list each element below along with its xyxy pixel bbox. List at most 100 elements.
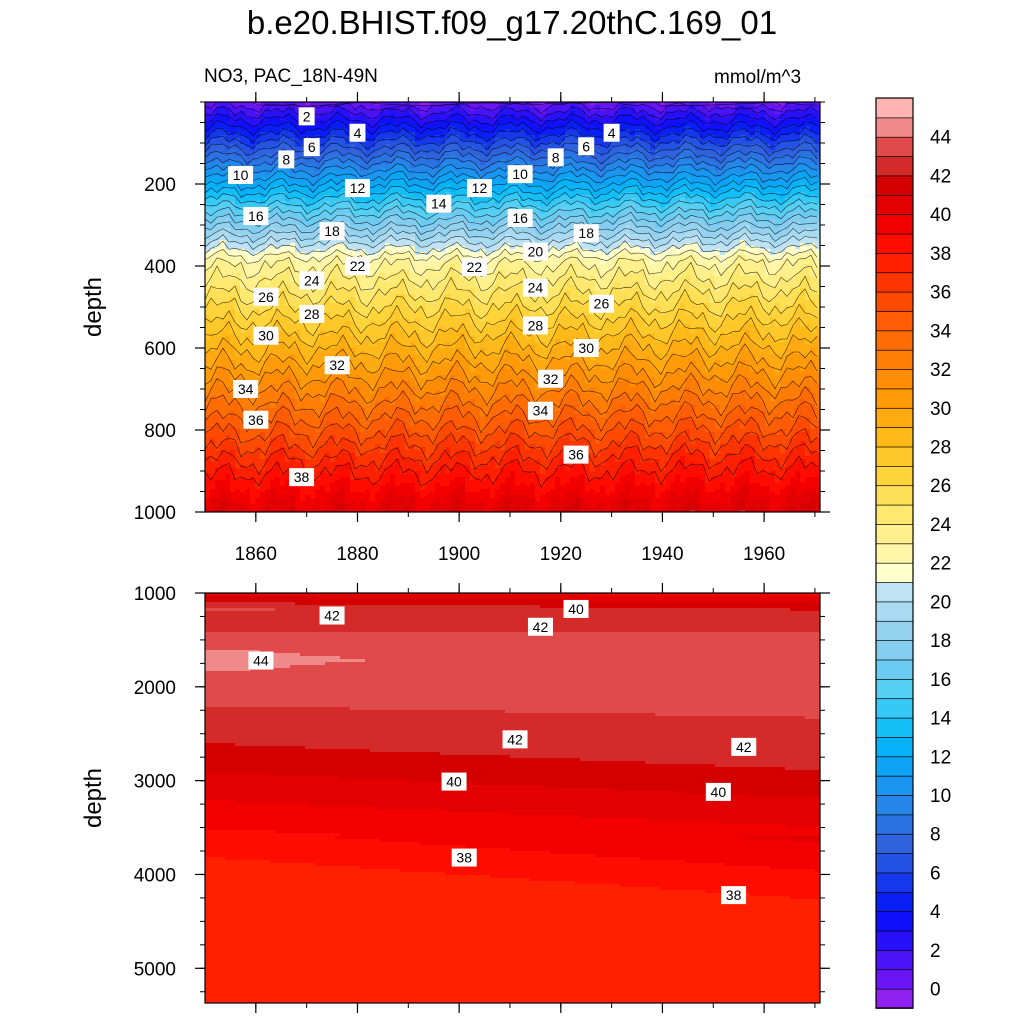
colorbar-tick-label: 28 — [930, 438, 951, 459]
colorbar-swatch — [875, 659, 914, 680]
colorbar-tick-label: 42 — [930, 166, 951, 187]
colorbar-swatch — [875, 639, 914, 661]
colorbar-swatch — [875, 252, 914, 274]
colorbar-swatch — [875, 988, 914, 1009]
lower-y-tick-label: 4000 — [134, 865, 176, 886]
x-tick-label: 1940 — [641, 544, 683, 565]
contour-label: 26 — [253, 287, 279, 306]
colorbar-swatch — [875, 407, 914, 428]
colorbar-swatch — [875, 484, 914, 506]
colorbar-swatch — [875, 678, 914, 700]
colorbar-swatch — [875, 291, 914, 312]
contour-label: 10 — [507, 165, 533, 184]
contour-label: 24 — [522, 278, 548, 297]
colorbar-swatch — [875, 717, 914, 738]
colorbar-swatch — [875, 620, 914, 641]
colorbar-swatch — [875, 891, 914, 913]
contour-label: 40 — [705, 782, 731, 801]
contour-label: 32 — [538, 369, 564, 388]
colorbar-swatch — [875, 310, 914, 332]
colorbar-tick-label: 12 — [930, 747, 951, 768]
x-tick-label: 1880 — [336, 544, 378, 565]
colorbar-swatch — [875, 388, 914, 409]
colorbar-tick-label: 4 — [930, 902, 941, 923]
colorbar-swatch — [875, 136, 914, 157]
contour-label: 42 — [319, 606, 345, 625]
contour-label: 8 — [547, 148, 564, 167]
contour-label: 6 — [303, 138, 320, 157]
colorbar-swatch — [875, 97, 914, 119]
colorbar-tick-label: 14 — [930, 709, 952, 730]
contour-label: 4 — [603, 123, 620, 142]
contour-label: 18 — [573, 224, 599, 243]
colorbar-tick-label: 24 — [930, 515, 952, 536]
colorbar-swatch — [875, 872, 914, 893]
contour-label: 20 — [522, 242, 548, 261]
colorbar-tick-label: 2 — [930, 941, 941, 962]
colorbar-swatch — [875, 349, 914, 370]
colorbar-swatch — [875, 117, 914, 138]
colorbar-swatch — [875, 833, 914, 854]
colorbar-swatch — [875, 271, 914, 293]
colorbar-swatch — [875, 910, 914, 932]
colorbar-tick-label: 44 — [930, 128, 952, 149]
contour-label: 24 — [299, 271, 325, 290]
upper-y-axis-label: depth — [80, 277, 107, 337]
lower-y-tick-label: 2000 — [134, 678, 176, 699]
contour-label: 38 — [451, 848, 477, 867]
colorbar-swatch — [875, 155, 914, 177]
colorbar-swatch — [875, 562, 914, 583]
colorbar-swatch — [875, 601, 914, 622]
colorbar-swatch — [875, 697, 914, 719]
x-tick-label: 1860 — [235, 544, 277, 565]
contour-label: 18 — [319, 222, 345, 241]
upper-y-tick-label: 200 — [144, 175, 176, 196]
colorbar-swatch — [875, 175, 914, 196]
contour-label: 2 — [298, 107, 315, 126]
colorbar-tick-label: 30 — [930, 399, 951, 420]
colorbar-swatch — [875, 930, 914, 951]
colorbar-swatch — [875, 233, 914, 254]
contour-label: 42 — [527, 617, 553, 636]
contour-label: 40 — [441, 772, 467, 791]
colorbar-swatch — [875, 542, 914, 564]
colorbar-swatch — [875, 465, 914, 487]
colorbar-tick-label: 6 — [930, 863, 941, 884]
contour-label: 36 — [563, 445, 589, 464]
colorbar-swatch — [875, 368, 914, 390]
colorbar-swatch — [875, 523, 914, 545]
colorbar: 0246810121416182022242628303234363840424… — [875, 97, 952, 1009]
lower-y-tick-label: 1000 — [134, 584, 176, 605]
contour-label: 12 — [466, 179, 492, 198]
contour-label: 6 — [578, 137, 595, 156]
lower-y-tick-label: 5000 — [134, 959, 176, 980]
contour-label: 42 — [502, 730, 528, 749]
colorbar-swatch — [875, 736, 914, 758]
contour-label: 16 — [507, 209, 533, 228]
colorbar-tick-label: 0 — [930, 980, 941, 1001]
contour-label: 42 — [731, 737, 757, 756]
colorbar-swatch — [875, 775, 914, 796]
upper-y-tick-label: 600 — [144, 339, 176, 360]
colorbar-tick-label: 38 — [930, 244, 951, 265]
contour-label: 38 — [289, 468, 315, 487]
colorbar-swatch — [875, 329, 914, 351]
lower-y-axis-label: depth — [80, 768, 107, 828]
colorbar-tick-label: 36 — [930, 283, 951, 304]
x-tick-label: 1920 — [540, 544, 582, 565]
colorbar-tick-label: 18 — [930, 631, 951, 652]
colorbar-swatch — [875, 213, 914, 235]
colorbar-swatch — [875, 504, 914, 525]
colorbar-swatch — [875, 426, 914, 448]
contour-label: 40 — [563, 599, 589, 618]
contour-label: 4 — [349, 123, 366, 142]
contour-label: 30 — [573, 339, 599, 357]
colorbar-tick-label: 8 — [930, 825, 941, 846]
x-tick-label: 1900 — [438, 544, 480, 565]
colorbar-swatch — [875, 949, 914, 971]
upper-y-tick-label: 400 — [144, 257, 176, 278]
contour-label: 22 — [461, 258, 487, 277]
contour-label: 8 — [278, 150, 295, 169]
colorbar-tick-label: 20 — [930, 592, 951, 613]
colorbar-swatch — [875, 194, 914, 216]
